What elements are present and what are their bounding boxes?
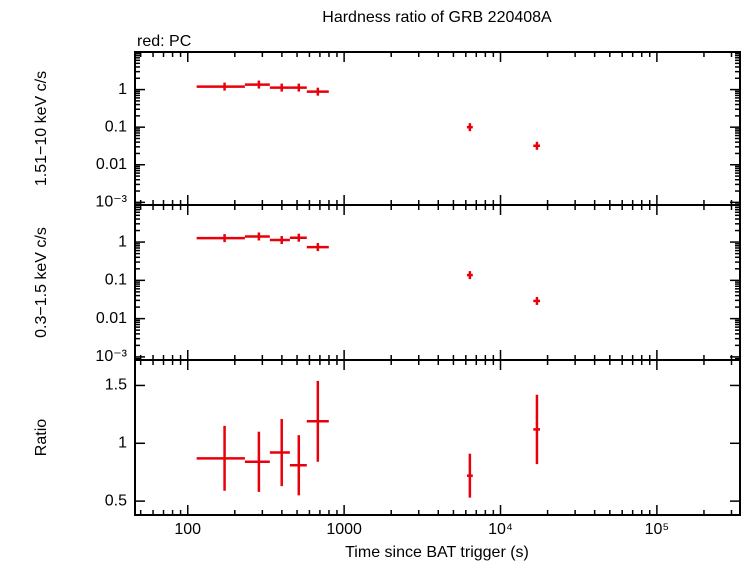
chart-title: Hardness ratio of GRB 220408A: [322, 9, 552, 26]
y-tick-label: 1: [118, 435, 127, 452]
y-tick-label: 1: [118, 81, 127, 98]
y-tick-label: 0.1: [105, 272, 127, 289]
plot-frame: [134, 51, 741, 206]
x-tick-label: 100: [174, 521, 201, 538]
plot-frame: [134, 204, 741, 361]
plot-frame: [134, 359, 741, 516]
y-axis-label: Ratio: [33, 419, 50, 456]
subtitle: red: PC: [137, 33, 191, 50]
y-tick-label: 0.01: [96, 310, 127, 327]
y-tick-label: 10⁻³: [95, 194, 127, 211]
y-axis-label: 1.51−10 keV c/s: [33, 71, 50, 186]
y-tick-label: 1: [118, 233, 127, 250]
y-tick-label: 1.5: [105, 377, 127, 394]
x-tick-label: 1000: [326, 521, 362, 538]
y-tick-label: 0.5: [105, 492, 127, 509]
y-tick-label: 0.1: [105, 118, 127, 135]
y-tick-label: 10⁻³: [95, 348, 127, 365]
y-axis-label: 0.3−1.5 keV c/s: [33, 227, 50, 338]
y-tick-label: 0.01: [96, 156, 127, 173]
x-axis-label: Time since BAT trigger (s): [345, 544, 529, 561]
x-tick-label: 10⁴: [488, 521, 513, 538]
x-tick-label: 10⁵: [645, 521, 669, 538]
